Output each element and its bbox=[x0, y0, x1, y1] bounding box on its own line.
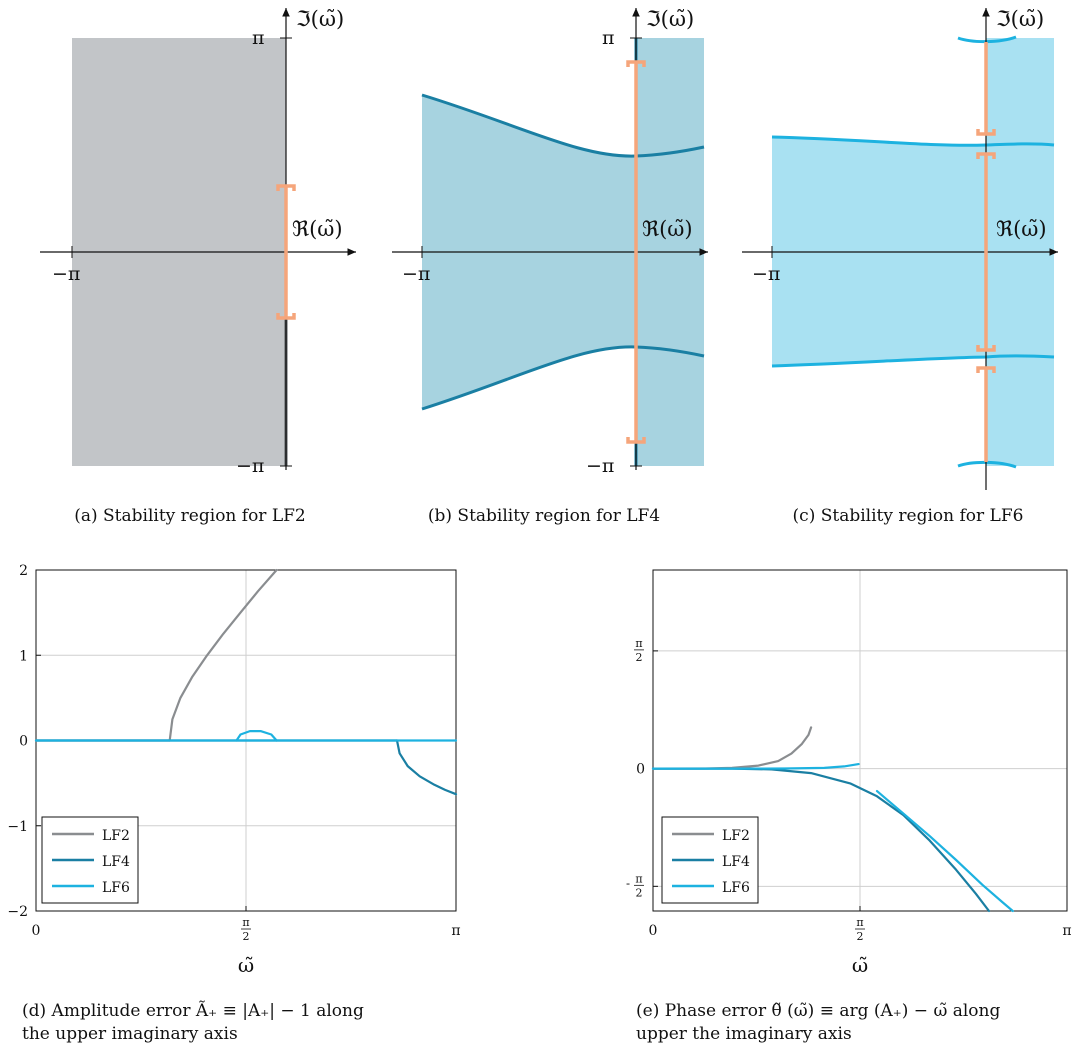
tick-label: π2 bbox=[634, 637, 644, 664]
imag-axis-label: ℑ(ω̃) bbox=[996, 7, 1044, 31]
tick-label-neg-pi: −π bbox=[52, 263, 80, 285]
series-line-lf6 bbox=[235, 729, 278, 742]
legend-label-lf4: LF4 bbox=[102, 854, 130, 870]
svg-text:2: 2 bbox=[636, 651, 643, 664]
caption-e: (e) Phase error θ̃ (ω̃) ≡ arg (A₊) − ω̃ … bbox=[636, 1000, 1072, 1046]
tick-label: 0 bbox=[636, 762, 645, 778]
tick-label: π2 bbox=[855, 916, 865, 943]
tick-label: 0 bbox=[19, 734, 28, 750]
tick-label-pi-bottom: −π bbox=[236, 455, 264, 477]
stability-interval-middle bbox=[976, 152, 996, 352]
legend-label-lf6: LF6 bbox=[102, 880, 130, 896]
caption-d-line1: (d) Amplitude error Ã₊ ≡ |A₊| − 1 along bbox=[22, 1001, 364, 1021]
svg-text:2: 2 bbox=[636, 886, 643, 899]
tick-label: 1 bbox=[19, 648, 28, 664]
panel-c: ℑ(ω̃) ℜ(ω̃) −π bbox=[742, 7, 1058, 490]
stability-interval-lower bbox=[976, 366, 996, 462]
caption-d-line2: the upper imaginary axis bbox=[22, 1024, 238, 1044]
legend-label-lf4: LF4 bbox=[722, 854, 750, 870]
svg-text:2: 2 bbox=[243, 930, 250, 943]
tick-label: −1 bbox=[7, 819, 28, 835]
stability-interval-upper bbox=[976, 42, 996, 136]
tick-label: - π2 bbox=[626, 872, 644, 899]
tick-label: π bbox=[1062, 923, 1071, 939]
series-line-lf2 bbox=[651, 726, 813, 770]
series-group bbox=[34, 568, 458, 796]
svg-text:π: π bbox=[242, 916, 249, 929]
tick-label-neg-pi: −π bbox=[752, 263, 780, 285]
legend-label-lf6: LF6 bbox=[722, 880, 750, 896]
tick-label-pi-bottom: −π bbox=[586, 455, 614, 477]
real-axis-label: ℜ(ω̃) bbox=[996, 217, 1047, 241]
svg-text:π: π bbox=[635, 872, 642, 885]
caption-b: (b) Stability region for LF4 bbox=[427, 506, 661, 526]
series-line-lf4 bbox=[395, 739, 458, 796]
real-axis-label: ℜ(ω̃) bbox=[642, 217, 693, 241]
imag-axis-label: ℑ(ω̃) bbox=[296, 7, 344, 31]
legend-label-lf2: LF2 bbox=[102, 828, 130, 844]
panel-a: ℑ(ω̃) ℜ(ω̃) −π π −π bbox=[40, 7, 356, 477]
tick-label-neg-pi: −π bbox=[402, 263, 430, 285]
caption-e-line1: (e) Phase error θ̃ (ω̃) ≡ arg (A₊) − ω̃ … bbox=[636, 1001, 1001, 1021]
caption-d: (d) Amplitude error Ã₊ ≡ |A₊| − 1 along … bbox=[22, 1000, 482, 1046]
x-axis-label: ω̃ bbox=[238, 953, 254, 977]
svg-text:2: 2 bbox=[857, 930, 864, 943]
tick-label: −2 bbox=[7, 904, 28, 920]
region-boundary-upper-lf6 bbox=[771, 135, 1055, 147]
legend: LF2 LF4 LF6 bbox=[661, 816, 759, 904]
region-boundary-lower-lf6 bbox=[771, 354, 1055, 368]
series-line-lf6 bbox=[651, 762, 860, 770]
region-boundary-lower-lf4 bbox=[421, 345, 705, 411]
series-lf6 bbox=[651, 762, 1014, 913]
legend: LF2 LF4 LF6 bbox=[41, 816, 139, 904]
real-axis-label: ℜ(ω̃) bbox=[292, 217, 343, 241]
series-lf6 bbox=[34, 729, 458, 742]
svg-text:-: - bbox=[626, 876, 630, 890]
svg-text:π: π bbox=[856, 916, 863, 929]
stability-interval bbox=[626, 60, 646, 444]
legend-label-lf2: LF2 bbox=[722, 828, 750, 844]
tick-label: π2 bbox=[241, 916, 251, 943]
x-axis-label: ω̃ bbox=[852, 953, 868, 977]
series-group bbox=[651, 726, 1014, 913]
tick-label-pi-top: π bbox=[252, 27, 265, 49]
series-line-lf2 bbox=[168, 568, 278, 742]
caption-c: (c) Stability region for LF6 bbox=[792, 506, 1024, 526]
tick-label: 0 bbox=[649, 923, 658, 939]
tick-label: 0 bbox=[32, 923, 41, 939]
series-lf2 bbox=[651, 726, 813, 770]
caption-a: (a) Stability region for LF2 bbox=[74, 506, 306, 526]
tick-label-pi-top: π bbox=[602, 27, 615, 49]
stability-interval bbox=[276, 184, 296, 320]
imag-axis-label: ℑ(ω̃) bbox=[646, 7, 694, 31]
region-boundary-upper-lf4 bbox=[421, 93, 705, 158]
caption-e-line2: upper the imaginary axis bbox=[636, 1024, 852, 1044]
tick-label: π bbox=[451, 923, 460, 939]
panel-b: ℑ(ω̃) ℜ(ω̃) −π π −π bbox=[392, 7, 708, 477]
series-line-lf6 bbox=[875, 789, 1014, 913]
svg-text:π: π bbox=[635, 637, 642, 650]
tick-label: 2 bbox=[19, 563, 28, 579]
